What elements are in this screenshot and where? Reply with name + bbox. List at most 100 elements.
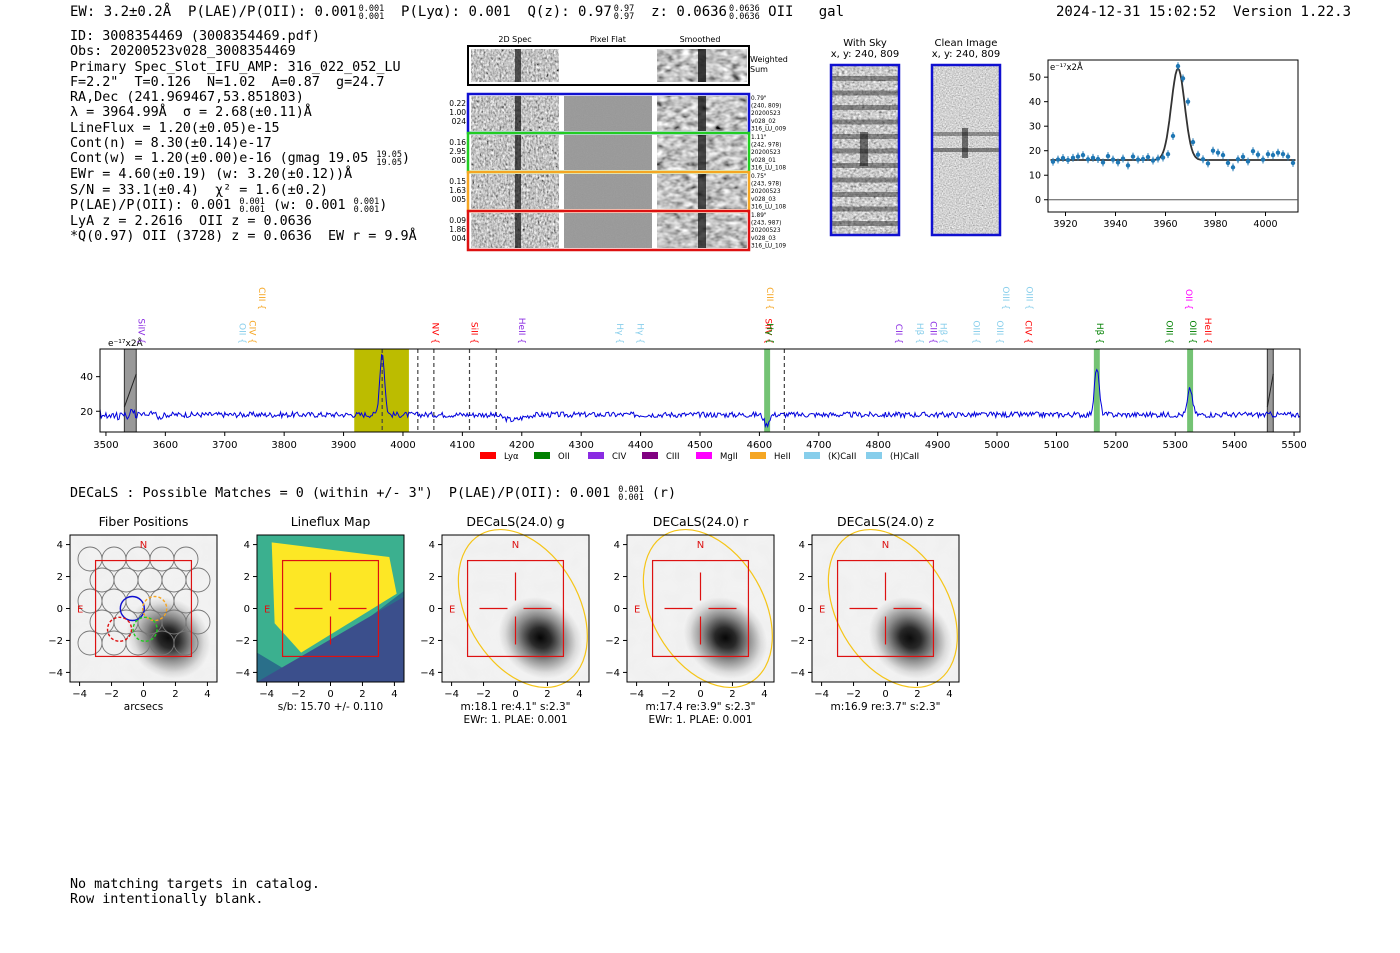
spec-2d-line — [515, 174, 521, 209]
cutout-xtick-label: −4 — [629, 689, 644, 700]
decals-hi: 0.001 — [618, 485, 644, 495]
spec-xtick-label: 4100 — [450, 440, 475, 451]
header-summary: EW: 3.2±0.2Å P(LAE)/P(OII): 0.001 0.001 0.… — [70, 4, 844, 21]
sky-cutouts — [829, 63, 1002, 237]
clean-image — [930, 63, 1002, 237]
spec-xtick-label: 4200 — [509, 440, 534, 451]
cutout-noise — [627, 535, 774, 682]
info-contw-row: Cont(w) = 1.20(±0.00)e-16 (gmag 19.05 19… — [70, 150, 411, 169]
row-fiber-info: 20200523 — [751, 189, 781, 195]
cutout-panel: Lineflux Map E −4 −2 0 2 4 4 2 0 −2 −4 s/b: 15.70 +/… — [235, 514, 405, 713]
cutout-ytick-label: −2 — [48, 636, 63, 647]
row-fiber-info: (242, 978) — [751, 143, 781, 149]
spec-row-frame — [466, 209, 751, 252]
cutout-xtick-label: −2 — [846, 689, 861, 700]
spec-line-label: CIII { — [764, 287, 774, 310]
fit-data-point — [1190, 139, 1196, 145]
fit-data-point — [1275, 150, 1281, 155]
pixel-flat-texture — [564, 96, 652, 131]
fit-xtick-label: 3920 — [1053, 219, 1077, 230]
cutout-caption: m:16.9 re:3.7" s:2.3" — [831, 701, 941, 713]
compass-east: E — [264, 605, 270, 616]
header-ew: EW: 3.2±0.2Å — [70, 4, 172, 20]
cutout-xtick-label: 0 — [512, 689, 518, 700]
legend-swatch — [588, 452, 604, 459]
header-z-lo: 0.0636 — [728, 12, 760, 22]
info-ewr: EWr = 4.60(±0.19) (w: 3.20(±0.12))Å — [70, 167, 353, 183]
fit-data-point — [1185, 99, 1191, 104]
spec-xtick-label: 4500 — [687, 440, 712, 451]
cutout-ytick-label: −4 — [790, 668, 805, 679]
cutout-noise — [70, 535, 217, 682]
info-plae: P(LAE)/P(OII): 0.001 — [70, 197, 232, 213]
catalog-message-line1: No matching targets in catalog. — [70, 877, 320, 892]
row-fiber-info: (243, 987) — [751, 221, 781, 227]
spec-flux-line — [99, 353, 1301, 429]
info-plae-w: (w: 0.001 — [272, 197, 346, 213]
cutout-xtick-label: −4 — [814, 689, 829, 700]
fit-ytick-label: 10 — [1029, 171, 1041, 182]
cutout-xtick-label: 2 — [172, 689, 178, 700]
fit-data-point — [1175, 63, 1181, 69]
spec-xtick-label: 3600 — [153, 440, 178, 451]
spec-line-label: OII { — [237, 323, 247, 344]
cutout-xtick-label: 0 — [327, 689, 333, 700]
fit-data-point — [1075, 154, 1081, 159]
cutout-xtick-label: −2 — [104, 689, 119, 700]
cutout-ytick-label: 0 — [429, 604, 435, 615]
spec-xtick-label: 5200 — [1103, 440, 1128, 451]
cutout-noise — [442, 535, 589, 682]
legend-swatch — [804, 452, 820, 459]
fit-data-point — [1150, 158, 1156, 163]
cutout-caption: m:17.4 re:3.9" s:2.3" — [646, 701, 756, 713]
cutout-xtick-label: −2 — [476, 689, 491, 700]
legend-swatch — [480, 452, 496, 459]
spec-line-label: OIII { — [1000, 286, 1010, 310]
col-2d-spec: 2D Spec — [498, 35, 531, 44]
compass-north: N — [140, 540, 147, 551]
info-sn: S/N = 33.1(±0.4) χ² = 1.6(±0.2) — [70, 182, 328, 198]
cutout-ytick-label: 4 — [799, 540, 805, 551]
fit-xtick-label: 3980 — [1203, 219, 1227, 230]
sky-fiber-stripe — [832, 192, 898, 197]
fit-data-point — [1220, 152, 1226, 158]
search-box — [466, 559, 565, 658]
fit-ytick-label: 30 — [1029, 122, 1041, 133]
legend-swatch — [534, 452, 550, 459]
legend-swatch — [750, 452, 766, 459]
cutout-ytick-label: 0 — [614, 604, 620, 615]
row-fiber-info: (243, 978) — [751, 182, 781, 188]
fit-xtick-label: 3960 — [1153, 219, 1177, 230]
fit-data-point — [1120, 156, 1126, 161]
info-obs: Obs: 20200523v028_3008354469 — [70, 44, 296, 60]
cutout-ytick-label: 2 — [244, 572, 250, 583]
cutout-xtick-label: 2 — [914, 689, 920, 700]
fit-data-point — [1170, 133, 1176, 139]
info-lineflux: LineFlux = 1.20(±0.05)e-15 — [70, 120, 280, 136]
header-z: z: 0.0636 — [651, 4, 727, 20]
cutout-xtick-label: −4 — [259, 689, 274, 700]
row-fiber-info: 1.89" — [751, 213, 767, 219]
legend-swatch — [642, 452, 658, 459]
legend-label: Lyα — [504, 452, 519, 462]
row-fiber-info: v028_01 — [751, 158, 776, 164]
fit-data-point — [1125, 163, 1131, 168]
info-block: ID: 3008354469 (3008354469.pdf) Obs: 202… — [70, 29, 417, 245]
fit-data-point — [1280, 151, 1286, 157]
fit-data-point — [1225, 160, 1231, 166]
fit-data-point — [1115, 160, 1121, 165]
spec-line-label: Hβ { — [938, 323, 948, 344]
fit-ytick-label: 50 — [1029, 73, 1041, 84]
legend-swatch — [696, 452, 712, 459]
cutout-xtick-label: 2 — [359, 689, 365, 700]
fit-data-point — [1105, 153, 1111, 159]
imaging-cutouts: Fiber Positions N E −4 −2 0 2 4 4 2 0 −2 −4 arcsecs Li… — [48, 514, 960, 726]
compass-north: N — [882, 540, 889, 551]
spec-line-label: SiII { — [468, 322, 478, 344]
fit-data-point — [1110, 157, 1116, 162]
sky-fiber-stripe — [832, 90, 898, 96]
info-id: ID: 3008354469 (3008354469.pdf) — [70, 29, 320, 44]
